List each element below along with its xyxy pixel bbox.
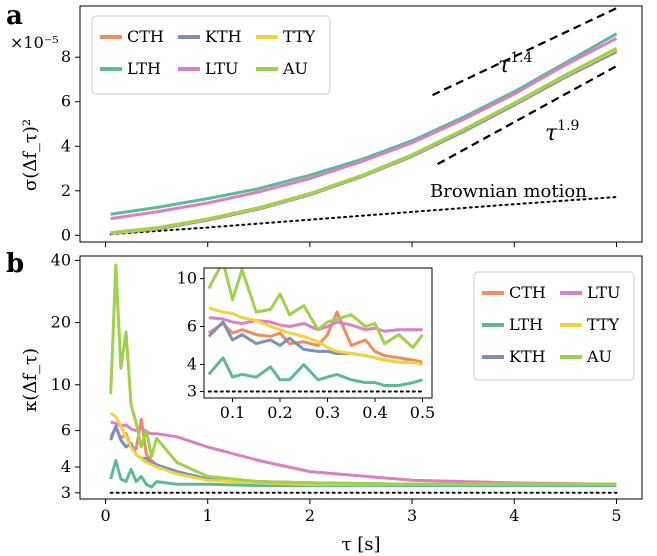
y-axis-label-b: κ(Δf_τ) (20, 348, 41, 412)
b-ytick-label: 40 (51, 250, 71, 269)
b-ytick-label: 10 (51, 375, 71, 394)
a-series-au (110, 46, 618, 235)
brownian-motion-label: Brownian motion (430, 181, 587, 202)
b-ytick-label: 6 (61, 421, 71, 440)
tau19-exp: 1.9 (557, 118, 579, 134)
y-axis-label-a-text: σ(Δf_τ)² (20, 119, 41, 191)
tau14-base: τ (498, 53, 511, 78)
b-legend: CTH LTU LTH TTY KTH AU (473, 271, 635, 381)
tau19-label: τ1.9 (545, 118, 579, 146)
b-legend-box (473, 271, 635, 381)
a-legend-label-tty: TTY (283, 27, 316, 46)
panel-b: b κ(Δf_τ) 3 4 6 10 20 40 0 1 2 3 4 5 CTH LTU LTH TTY KT… (6, 249, 643, 555)
b-ytick-label: 3 (61, 483, 71, 502)
b-xtick-label: 2 (305, 506, 315, 525)
tau14-exp: 1.4 (510, 50, 532, 66)
a-legend-label-lth: LTH (127, 59, 161, 78)
inset-xtick-label: 0.3 (315, 403, 340, 422)
inset-series-lth (207, 356, 423, 387)
a-annotations: Brownian motion τ1.4 τ1.9 (430, 50, 587, 202)
inset-series-tty (208, 306, 423, 367)
b-xtick-label: 0 (100, 506, 110, 525)
a-ytick-label: 2 (61, 181, 71, 200)
inset-series-group (207, 268, 424, 393)
a-ticks: 0 2 4 6 8 (61, 47, 617, 247)
b-series-ltu (110, 420, 617, 486)
x-axis-label-b: τ [s] (342, 534, 381, 555)
tau19-base: τ (545, 121, 558, 146)
a-legend-label-au: AU (282, 59, 308, 78)
b-plot-frame (79, 255, 643, 500)
inset-series-cth (207, 310, 423, 364)
b-legend-label-lth: LTH (509, 315, 543, 334)
b-xtick-label: 5 (611, 506, 621, 525)
b-series-group (109, 263, 618, 494)
b-ytick-label: 4 (61, 457, 71, 476)
inset-ytick-label: 6 (187, 317, 197, 336)
inset-ticks: 3 4 6 10 0.1 0.2 0.3 0.4 0.5 (177, 269, 436, 422)
inset-background (204, 268, 432, 398)
b-series-au (109, 263, 617, 486)
a-series-lth (110, 32, 618, 216)
inset-chart: 3 4 6 10 0.1 0.2 0.3 0.4 0.5 (177, 267, 436, 422)
brownian-motion-line (109, 196, 618, 236)
y-axis-label-b-text: κ(Δf_τ) (20, 348, 41, 412)
inset-ytick-label: 10 (177, 269, 197, 288)
panel-a: a ×10⁻⁵ σ(Δf_τ)² 0 2 4 6 8 CTH KTH TTY LTH LTU AU… (6, 1, 643, 247)
inset-xtick-label: 0.2 (267, 403, 292, 422)
panel-a-label: a (6, 1, 23, 31)
inset-ytick-label: 3 (187, 382, 197, 401)
y-axis-label-a: σ(Δf_τ)² (20, 119, 41, 191)
a-legend-label-cth: CTH (127, 27, 164, 46)
inset-series-au (207, 268, 424, 349)
b-legend-label-au: AU (586, 347, 612, 366)
b-ticks: 3 4 6 10 20 40 0 1 2 3 4 5 (51, 250, 622, 525)
b-legend-label-kth: KTH (509, 347, 546, 366)
power-law-guide-line (432, 7, 617, 97)
b-legend-label-ltu: LTU (587, 283, 620, 302)
y-multiplier: ×10⁻⁵ (10, 33, 59, 52)
panel-b-label: b (6, 249, 24, 279)
a-ytick-label: 6 (61, 92, 71, 111)
tau14-label: τ1.4 (498, 50, 533, 78)
a-plot-frame (79, 5, 643, 243)
b-legend-label-tty: TTY (587, 315, 620, 334)
power-law-guide-line (437, 65, 618, 166)
a-legend-label-kth: KTH (205, 27, 242, 46)
b-xtick-label: 4 (509, 506, 519, 525)
inset-ytick-label: 4 (187, 355, 197, 374)
a-series-group (109, 7, 618, 236)
a-ytick-label: 4 (61, 136, 71, 155)
a-ytick-label: 0 (61, 225, 71, 244)
inset-frame (203, 267, 433, 399)
inset-xtick-label: 0.5 (410, 403, 435, 422)
a-legend-label-ltu: LTU (205, 59, 238, 78)
b-ytick-label: 20 (51, 313, 71, 332)
a-series-ltu (110, 36, 618, 221)
inset-xtick-label: 0.1 (220, 403, 245, 422)
inset-xtick-label: 0.4 (362, 403, 387, 422)
b-legend-label-cth: CTH (509, 283, 546, 302)
a-legend: CTH KTH TTY LTH LTU AU (91, 15, 331, 95)
b-xtick-label: 3 (407, 506, 417, 525)
a-ytick-label: 8 (61, 47, 71, 66)
b-xtick-label: 1 (203, 506, 213, 525)
